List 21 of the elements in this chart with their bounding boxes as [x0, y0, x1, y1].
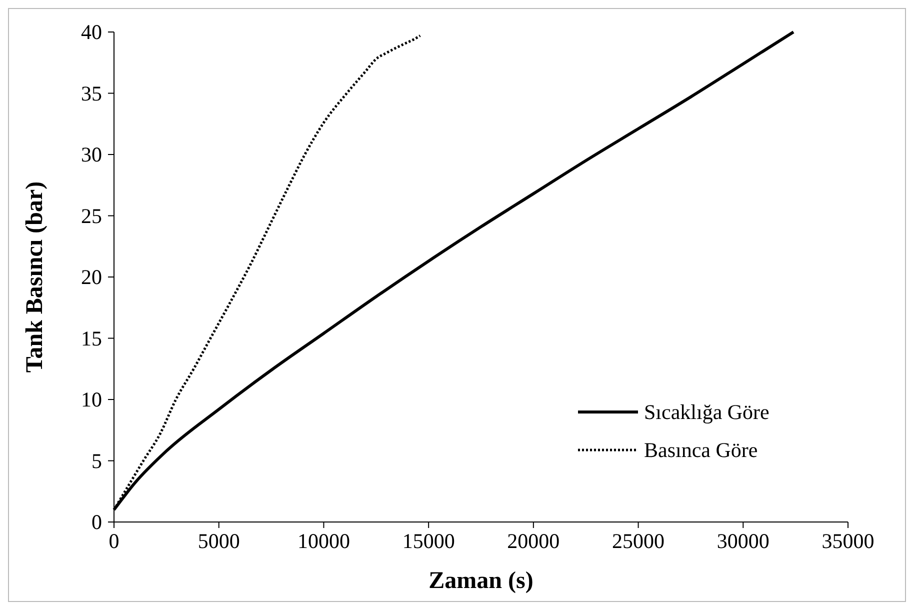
y-tick-label: 5: [92, 448, 102, 473]
x-tick-label: 15000: [402, 529, 455, 553]
x-tick-label: 35000: [822, 529, 874, 553]
y-tick-label: 30: [81, 142, 102, 166]
y-tick-label: 20: [81, 265, 102, 289]
y-tick-label: 40: [81, 20, 102, 44]
legend-label: Sıcaklığa Göre: [644, 400, 770, 424]
y-axis-title: Tank Basıncı (bar): [22, 181, 48, 373]
y-tick-label: 0: [92, 510, 102, 534]
x-tick-label: 5000: [198, 529, 240, 553]
y-tick-label: 25: [81, 204, 102, 228]
legend-label: Basınca Göre: [644, 438, 758, 462]
y-tick-label: 35: [81, 81, 102, 106]
x-tick-label: 25000: [612, 529, 665, 553]
y-tick-label: 15: [81, 326, 102, 350]
x-tick-label: 10000: [297, 529, 350, 553]
x-tick-label: 20000: [507, 529, 560, 553]
x-tick-label: 0: [108, 529, 120, 553]
x-tick-label: 30000: [716, 529, 770, 553]
y-tick-label: 10: [81, 388, 102, 412]
x-axis-title: Zaman (s): [428, 568, 534, 594]
